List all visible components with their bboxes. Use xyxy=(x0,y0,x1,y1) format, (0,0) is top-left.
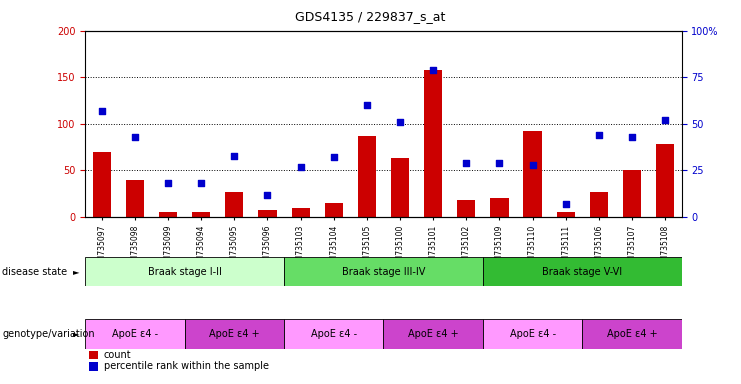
Text: Braak stage V-VI: Braak stage V-VI xyxy=(542,266,622,277)
Bar xyxy=(483,257,682,286)
Text: GDS4135 / 229837_s_at: GDS4135 / 229837_s_at xyxy=(296,10,445,23)
Text: ApoE ε4 +: ApoE ε4 + xyxy=(209,329,259,339)
Text: ApoE ε4 -: ApoE ε4 - xyxy=(112,329,158,339)
Bar xyxy=(325,203,343,217)
Point xyxy=(559,201,571,207)
Text: Braak stage I-II: Braak stage I-II xyxy=(147,266,222,277)
Bar xyxy=(457,200,476,217)
Bar xyxy=(185,319,284,349)
Bar xyxy=(85,319,185,349)
Bar xyxy=(259,210,276,217)
Point xyxy=(328,154,339,161)
Text: genotype/variation: genotype/variation xyxy=(2,329,95,339)
Text: Braak stage III-IV: Braak stage III-IV xyxy=(342,266,425,277)
Point xyxy=(361,102,373,108)
Bar xyxy=(93,152,111,217)
Bar xyxy=(192,212,210,217)
Point xyxy=(494,160,505,166)
Text: disease state: disease state xyxy=(2,266,67,277)
Point xyxy=(295,164,307,170)
Text: percentile rank within the sample: percentile rank within the sample xyxy=(104,361,269,371)
Point xyxy=(96,108,107,114)
Text: ►: ► xyxy=(73,329,79,339)
Bar xyxy=(582,319,682,349)
Point xyxy=(626,134,638,140)
Bar xyxy=(424,70,442,217)
Bar xyxy=(159,212,177,217)
Bar xyxy=(85,257,284,286)
Text: ApoE ε4 +: ApoE ε4 + xyxy=(607,329,657,339)
Bar xyxy=(483,319,582,349)
Bar xyxy=(391,158,409,217)
Point xyxy=(593,132,605,138)
Bar xyxy=(523,131,542,217)
Bar xyxy=(491,199,508,217)
Text: ►: ► xyxy=(73,267,79,276)
Bar xyxy=(284,319,384,349)
Bar xyxy=(556,212,575,217)
Text: ApoE ε4 +: ApoE ε4 + xyxy=(408,329,459,339)
Point xyxy=(196,180,207,187)
Bar xyxy=(623,170,641,217)
Bar xyxy=(291,208,310,217)
Bar xyxy=(225,192,244,217)
Bar xyxy=(590,192,608,217)
Point xyxy=(394,119,406,125)
Text: count: count xyxy=(104,350,131,360)
Text: ApoE ε4 -: ApoE ε4 - xyxy=(310,329,357,339)
Point xyxy=(228,152,240,159)
Point xyxy=(659,117,671,123)
Bar xyxy=(126,180,144,217)
Point xyxy=(428,67,439,73)
Point xyxy=(262,192,273,198)
Bar xyxy=(358,136,376,217)
Bar xyxy=(284,257,483,286)
Point xyxy=(527,162,539,168)
Bar xyxy=(384,319,483,349)
Point xyxy=(460,160,472,166)
Text: ApoE ε4 -: ApoE ε4 - xyxy=(510,329,556,339)
Point xyxy=(129,134,141,140)
Point xyxy=(162,180,174,187)
Bar xyxy=(656,144,674,217)
